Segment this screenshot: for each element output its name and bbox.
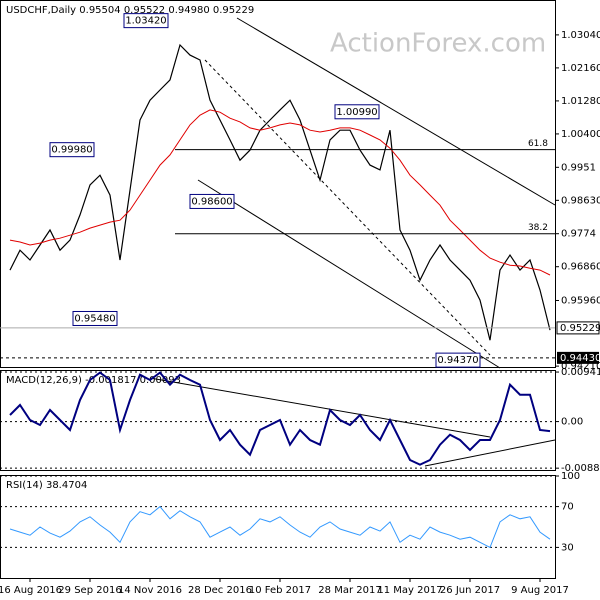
fib-label: 38.2 — [528, 223, 548, 233]
y-tick-label: 0.9951 — [561, 162, 596, 173]
watermark: ActionForex.com — [330, 29, 546, 59]
rsi-panel — [0, 475, 556, 579]
series-line — [9, 43, 551, 341]
y-tick-label: 1.01280 — [561, 96, 600, 107]
y-tick-label: 0.94210 — [561, 361, 600, 372]
macd-trend-line — [149, 377, 491, 438]
annotation-label: 0.99980 — [51, 145, 92, 156]
y-tick-label: -0.008852 — [561, 463, 600, 474]
support-label: 0.94430 — [560, 353, 600, 364]
trend-line — [236, 17, 556, 206]
annotation-label: 0.98600 — [191, 196, 232, 207]
annotation-label: 0.94370 — [437, 355, 478, 366]
support-box — [557, 351, 599, 364]
y-tick-label: 70 — [561, 502, 574, 513]
trend-line — [204, 59, 491, 356]
annotation-label: 1.03420 — [125, 16, 166, 27]
annotation-box — [49, 142, 95, 158]
x-tick-label: 16 Aug 2016 — [0, 585, 62, 596]
annotation-box — [72, 310, 118, 326]
y-tick-label: 1.00400 — [561, 129, 600, 140]
annotation-box — [189, 193, 235, 209]
y-tick-label: 100 — [561, 471, 580, 482]
y-tick-label: 0.9774 — [561, 229, 596, 240]
series-line — [9, 371, 551, 466]
fib-label: 61.8 — [528, 139, 548, 149]
chart-title: USDCHF,Daily 0.95504 0.95522 0.94980 0.9… — [6, 5, 254, 16]
annotation-label: 0.95480 — [74, 313, 115, 324]
x-tick-label: 14 Nov 2016 — [118, 585, 182, 596]
rsi-title: RSI(14) 38.4704 — [6, 480, 87, 491]
last-price-label: 0.95229 — [560, 323, 600, 334]
trend-line — [197, 179, 501, 369]
annotation-label: 1.00990 — [336, 107, 377, 118]
macd-trend-line — [424, 439, 556, 467]
series-line — [9, 505, 551, 549]
y-tick-label: 1.02160 — [561, 63, 600, 74]
annotation-box — [123, 13, 169, 29]
x-tick-label: 28 Dec 2016 — [188, 585, 252, 596]
y-tick-label: 0.009411 — [561, 367, 600, 378]
x-tick-label: 28 Mar 2017 — [318, 585, 381, 596]
x-tick-label: 26 Jun 2017 — [440, 585, 500, 596]
x-tick-label: 10 Feb 2017 — [249, 585, 311, 596]
last-price-box — [556, 321, 600, 335]
price-panel — [0, 0, 556, 368]
macd-title: MACD(12,26,9) -0.001817 0.00093 — [6, 375, 181, 386]
x-tick-label: 9 Aug 2017 — [511, 585, 569, 596]
y-tick-label: 0.00 — [561, 417, 583, 428]
y-tick-label: 0.96860 — [561, 262, 600, 273]
macd-panel — [0, 370, 556, 471]
series-line — [9, 109, 551, 276]
annotation-box — [435, 352, 481, 368]
annotation-box — [334, 104, 380, 120]
y-tick-label: 0.98630 — [561, 195, 600, 206]
x-tick-label: 11 May 2017 — [377, 585, 442, 596]
y-tick-label: 0.95960 — [561, 295, 600, 306]
x-tick-label: 29 Sep 2016 — [58, 585, 121, 596]
y-tick-label: 1.03040 — [561, 30, 600, 41]
y-tick-label: 30 — [561, 542, 574, 553]
